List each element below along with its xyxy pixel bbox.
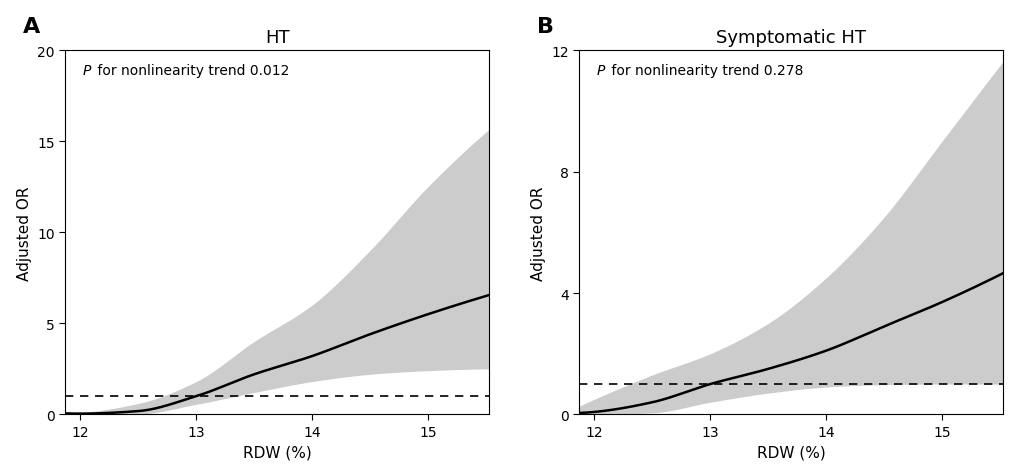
- Y-axis label: Adjusted OR: Adjusted OR: [16, 186, 32, 280]
- Text: for nonlinearity trend 0.278: for nonlinearity trend 0.278: [606, 64, 803, 78]
- X-axis label: RDW (%): RDW (%): [243, 445, 311, 459]
- Text: P: P: [596, 64, 604, 78]
- Title: Symptomatic HT: Symptomatic HT: [715, 29, 865, 47]
- X-axis label: RDW (%): RDW (%): [756, 445, 825, 459]
- Title: HT: HT: [265, 29, 289, 47]
- Text: B: B: [537, 17, 553, 37]
- Text: P: P: [83, 64, 91, 78]
- Y-axis label: Adjusted OR: Adjusted OR: [530, 186, 545, 280]
- Text: for nonlinearity trend 0.012: for nonlinearity trend 0.012: [93, 64, 289, 78]
- Text: A: A: [22, 17, 40, 37]
